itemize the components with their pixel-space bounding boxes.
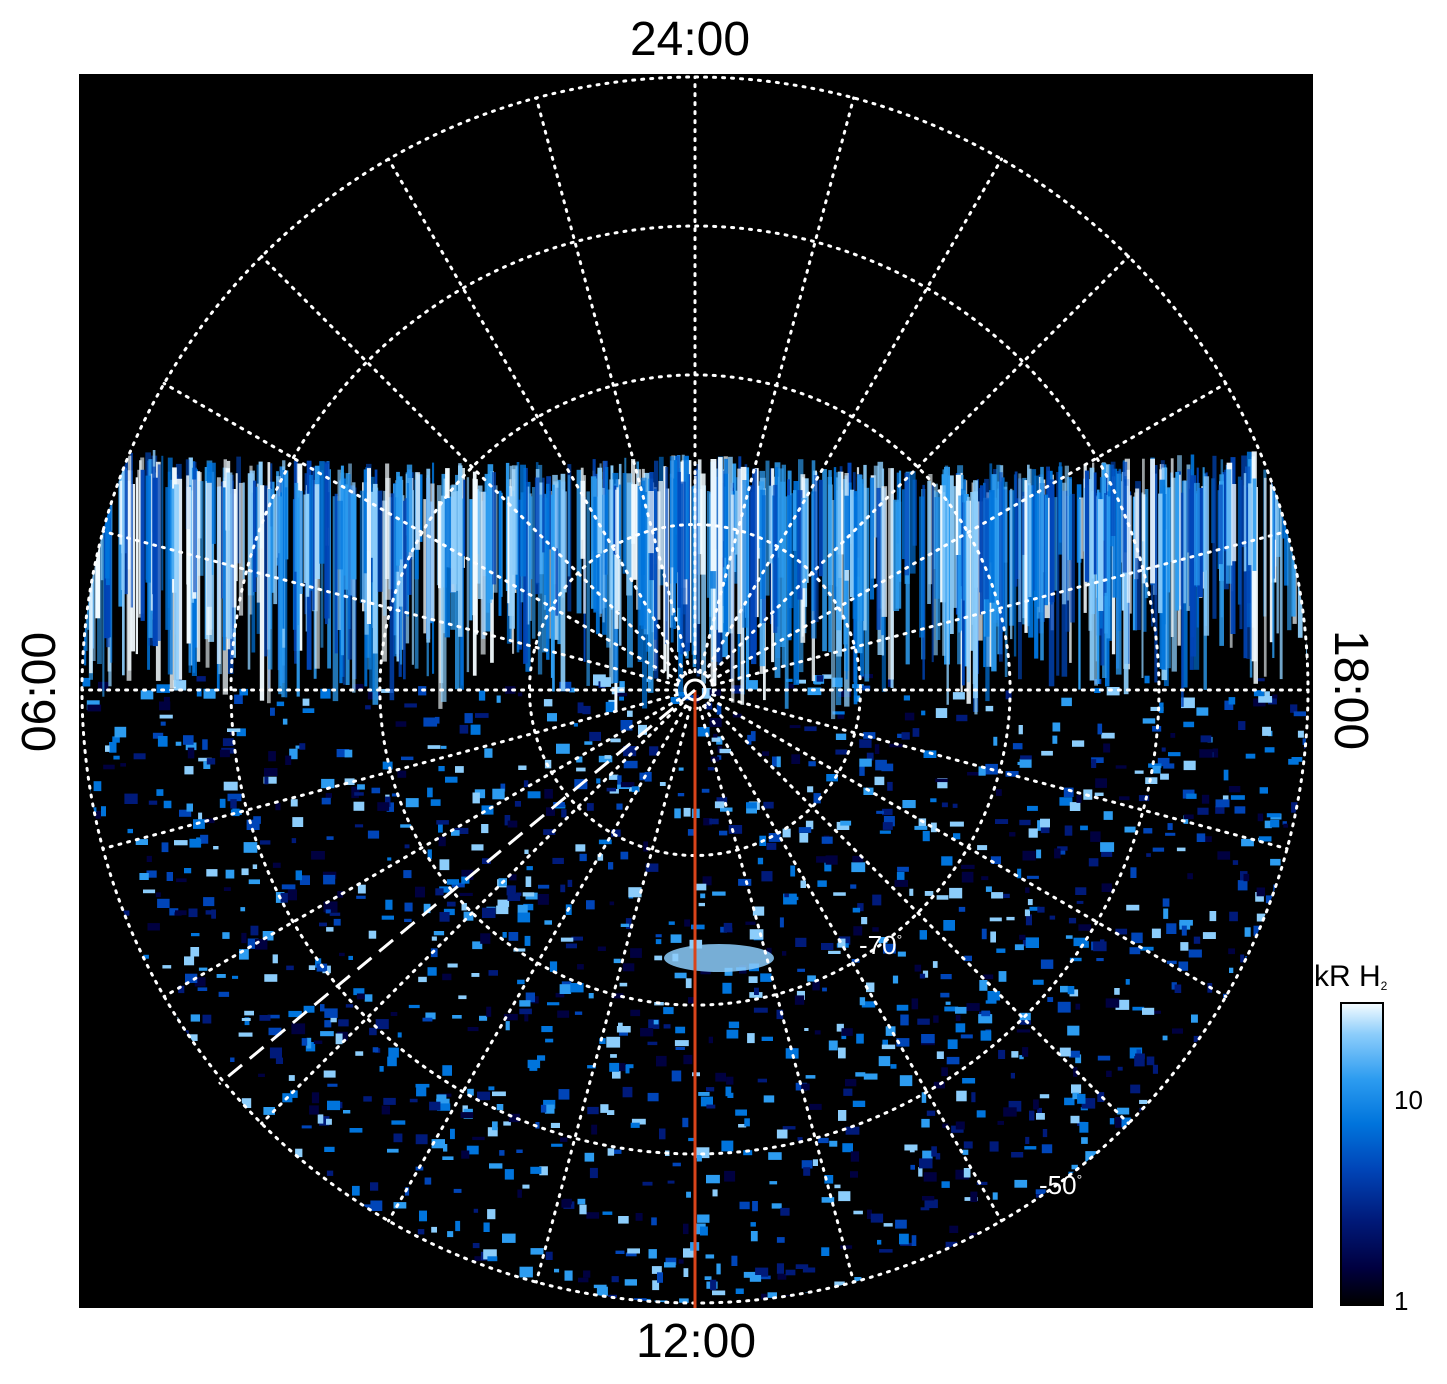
time-label-dusk: 18:00 — [1324, 629, 1377, 751]
latitude-label-70: -70° — [859, 930, 903, 960]
polar-map-svg — [80, 75, 1310, 1308]
latitude-label-50: -50° — [1039, 1170, 1083, 1200]
time-label-noon: 12:00 — [635, 1315, 757, 1368]
overlay-lines — [218, 678, 707, 1308]
polar-projection-map: -70° -50° — [79, 74, 1313, 1308]
colorbar-tick-10: 10 — [1394, 1085, 1423, 1115]
dashed-reference-line — [218, 688, 696, 1086]
lat-lon-grid — [80, 75, 1310, 1305]
colorbar-tick-1: 1 — [1394, 1286, 1409, 1316]
time-label-midnight: 24:00 — [629, 13, 751, 66]
time-label-dawn: 06:00 — [13, 631, 66, 753]
colorbar-title: kR H2 — [1314, 960, 1388, 993]
colorbar — [1340, 1002, 1384, 1306]
